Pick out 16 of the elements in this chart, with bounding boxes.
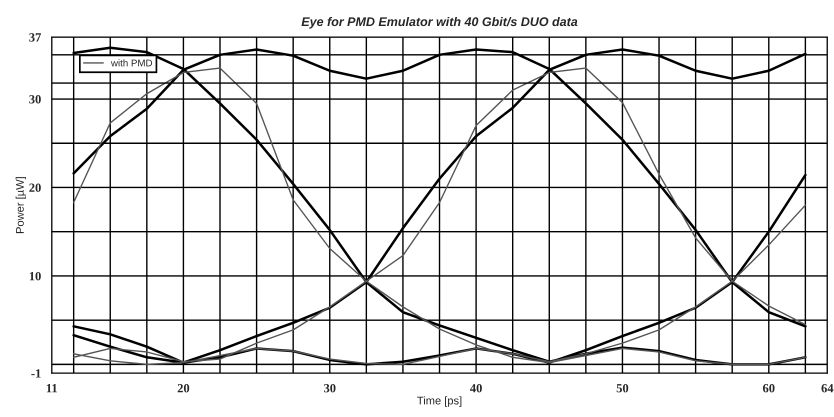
x-tick-label: 11 (46, 384, 57, 392)
x-axis-title: Time [ps] (417, 396, 462, 407)
y-tick-label: 37 (29, 33, 41, 42)
x-tick-label: 64 (822, 384, 834, 392)
x-tick-label: 60 (762, 384, 775, 392)
x-tick-label: 50 (616, 384, 628, 392)
y-tick-label: 20 (29, 184, 41, 192)
x-tick-label: 20 (178, 384, 190, 392)
x-tick-label: 40 (470, 384, 482, 392)
y-axis-title: Power [µW] (16, 177, 26, 234)
y-tick-label: -1 (31, 369, 41, 378)
legend-label: with PMD (110, 59, 152, 66)
x-tick-label: 30 (324, 384, 336, 392)
y-tick-label: 30 (29, 95, 41, 104)
chart-title: Eye for PMD Emulator with 40 Gbit/s DUO data (302, 16, 578, 29)
y-tick-label: 10 (30, 272, 41, 280)
